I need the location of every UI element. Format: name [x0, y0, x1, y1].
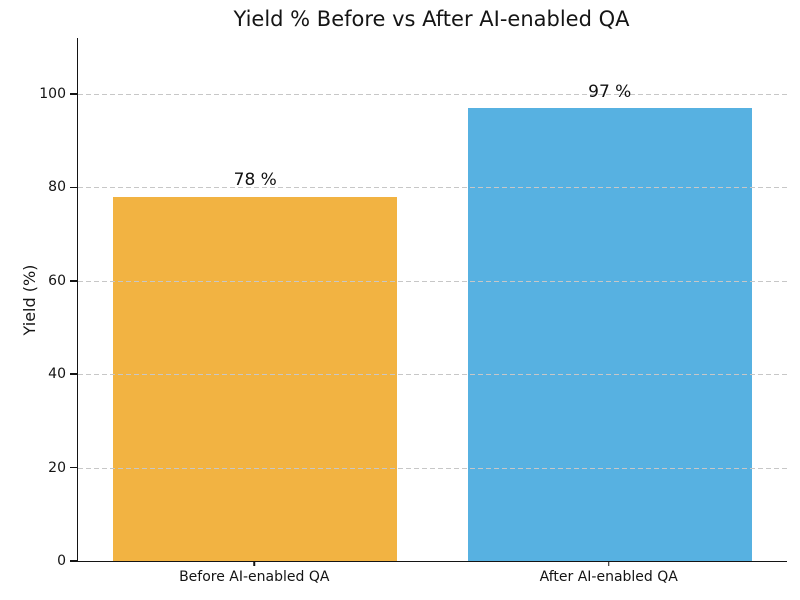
- y-tick-mark: [70, 93, 77, 95]
- y-tick-label: 100: [39, 86, 66, 103]
- gridline: [78, 374, 787, 376]
- y-tick-mark: [70, 280, 77, 282]
- x-tick-label: Before AI-enabled QA: [179, 569, 330, 585]
- bar-0: [113, 196, 398, 561]
- plot-area: 78 % 97 %: [77, 38, 787, 562]
- bar-value-label: 97 %: [588, 81, 632, 102]
- x-tick-label: After AI-enabled QA: [539, 569, 678, 585]
- gridline: [78, 94, 787, 96]
- x-tick-mark: [608, 561, 610, 566]
- gridline: [78, 467, 787, 469]
- y-tick-mark: [70, 466, 77, 469]
- y-tick-mark: [70, 373, 77, 375]
- y-tick-label: 20: [48, 459, 66, 476]
- y-tick-label: 80: [48, 179, 66, 196]
- gridline: [78, 280, 787, 282]
- y-tick-mark: [70, 560, 77, 562]
- y-tick-mark: [70, 186, 77, 189]
- bar-1: [467, 108, 752, 561]
- y-tick-label: 0: [57, 553, 66, 569]
- y-tick-label: 40: [48, 366, 66, 383]
- bar-value-label: 78 %: [233, 170, 277, 191]
- x-tick-mark: [253, 561, 255, 566]
- gridline: [78, 187, 787, 189]
- y-tick-label: 60: [48, 272, 66, 289]
- chart-title: Yield % Before vs After AI-enabled QA: [233, 7, 630, 31]
